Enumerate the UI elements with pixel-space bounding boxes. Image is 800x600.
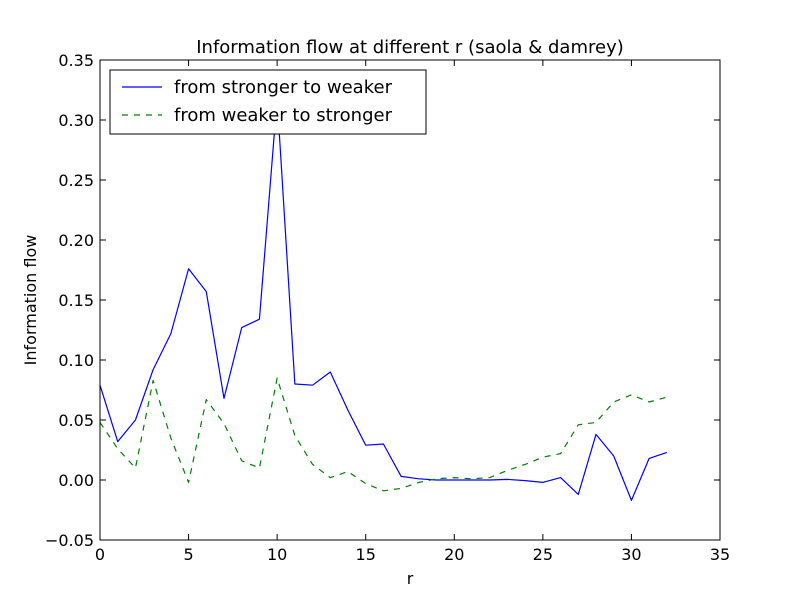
plot-frame — [99, 59, 721, 541]
series-line-2 — [99, 377, 668, 492]
plot-background — [100, 60, 720, 540]
legend-box — [109, 69, 427, 135]
y-tick-label: 0.20 — [58, 231, 94, 250]
y-tick-label: −0.05 — [45, 531, 94, 550]
y-axis-label: Information flow — [21, 235, 40, 366]
y-tick-label: 0.05 — [58, 411, 94, 430]
x-tick-label: 15 — [356, 545, 376, 564]
x-tick-label: 5 — [183, 545, 193, 564]
x-axis-label: r — [407, 569, 414, 588]
chart-title: Information flow at different r (saola &… — [196, 37, 624, 58]
x-tick-label: 25 — [533, 545, 553, 564]
x-tick-label: 20 — [444, 545, 464, 564]
y-tick-label: 0.30 — [58, 111, 94, 130]
x-tick-label: 30 — [621, 545, 641, 564]
y-tick-label: 0.00 — [58, 471, 94, 490]
y-tick-label: 0.10 — [58, 351, 94, 370]
x-tick-label: 35 — [710, 545, 730, 564]
x-tick-label: 0 — [95, 545, 105, 564]
legend-label-series-1: from stronger to weaker — [174, 77, 393, 98]
series-line-1 — [99, 97, 668, 501]
x-tick-label: 10 — [267, 545, 287, 564]
y-tick-label: 0.25 — [58, 171, 94, 190]
y-tick-label: 0.15 — [58, 291, 94, 310]
legend-label-series-2: from weaker to stronger — [174, 105, 393, 126]
axis-tick-labels: 0 5 10 15 20 25 30 35 −0.05 0.00 0.05 0.10 0.15 0.20 0… — [45, 51, 730, 564]
series-lines — [99, 97, 668, 501]
legend: from stronger to weaker from weaker to s… — [109, 69, 427, 135]
y-tick-label: 0.35 — [58, 51, 94, 70]
